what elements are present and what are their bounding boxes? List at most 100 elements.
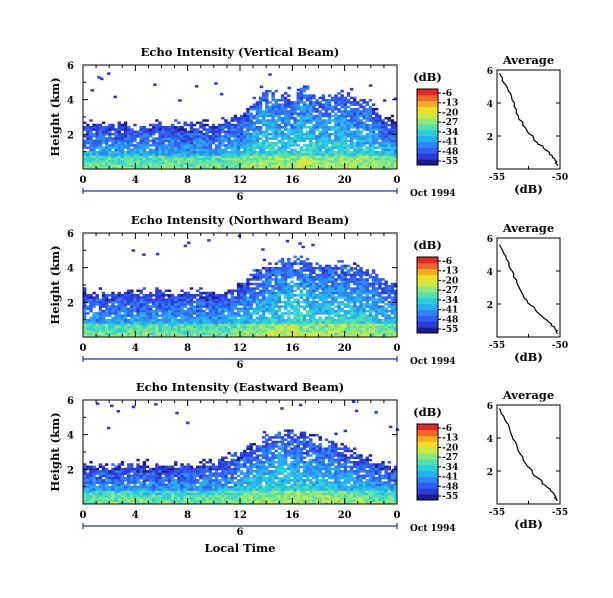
- x-tick-label: 16: [285, 510, 299, 521]
- profile-x-tick-label: -55: [489, 173, 505, 183]
- colorbar-swatch: [417, 303, 438, 311]
- colorbar-swatch: [417, 274, 438, 281]
- profile-x-label: (dB): [514, 517, 543, 531]
- y-axis-label: Height (km): [48, 412, 62, 491]
- colorbar-tick-label: -41: [442, 138, 458, 148]
- x-tick-label: 16: [285, 343, 299, 354]
- panel-title: Echo Intensity (Vertical Beam): [141, 45, 340, 59]
- panel-title: Echo Intensity (Northward Beam): [131, 213, 349, 227]
- colorbar-swatch: [417, 135, 438, 143]
- colorbar-swatch: [417, 429, 438, 437]
- colorbar-tick-label: -48: [442, 147, 458, 157]
- panel-2: Echo Intensity (Eastward Beam) Height (km…: [48, 380, 568, 555]
- colorbar-swatch: [417, 459, 438, 466]
- colorbar-tick-label: -13: [442, 267, 458, 277]
- profile-x-tick-label: -50: [552, 173, 568, 183]
- colorbar-swatch: [417, 315, 438, 322]
- day-label: 6: [237, 527, 244, 538]
- profile-line: [498, 244, 559, 335]
- y-tick-label: 6: [67, 396, 74, 407]
- colorbar-swatch: [417, 286, 438, 293]
- colorbar-swatch: [417, 257, 438, 264]
- colorbar-swatch: [417, 280, 438, 287]
- x-tick-label: 0: [80, 510, 87, 521]
- colorbar-swatch: [417, 100, 438, 107]
- x-tick-label: 12: [233, 343, 247, 354]
- profile-y-tick-label: 4: [487, 100, 493, 110]
- colorbar-swatch: [417, 327, 438, 334]
- colorbar-swatch: [417, 435, 438, 442]
- profile-line: [498, 73, 559, 166]
- colorbar-swatch: [417, 482, 438, 489]
- y-tick-label: 6: [67, 229, 74, 240]
- colorbar-tick-label: -48: [442, 482, 458, 492]
- colorbar-unit: (dB): [413, 238, 442, 252]
- colorbar-tick-label: -55: [442, 325, 458, 335]
- profile-x-tick-label: -55: [489, 341, 505, 351]
- x-tick-label: 0: [394, 343, 401, 354]
- colorbar-tick-label: -20: [442, 443, 458, 453]
- colorbar-frame: [416, 423, 439, 501]
- day-label: 6: [237, 192, 244, 203]
- colorbar-swatch: [417, 441, 438, 448]
- y-tick-label: 2: [67, 130, 74, 141]
- colorbar-swatch: [417, 112, 438, 119]
- x-tick-label: 4: [132, 175, 139, 186]
- colorbar-tick-label: -20: [442, 276, 458, 286]
- x-tick-label: 12: [233, 175, 247, 186]
- profile-title: Average: [502, 53, 554, 67]
- x-tick-label: 12: [233, 510, 247, 521]
- panel-1: Echo Intensity (Northward Beam) Height (k…: [48, 213, 568, 371]
- colorbar-tick-label: -27: [442, 453, 458, 463]
- colorbar-tick-label: -6: [442, 424, 452, 434]
- x-tick-label: 0: [394, 510, 401, 521]
- x-axis-label: Local Time: [205, 541, 276, 555]
- colorbar-swatch: [417, 297, 438, 305]
- colorbar-tick-label: -34: [442, 463, 458, 473]
- colorbar-tick-label: -55: [442, 157, 458, 167]
- colorbar-swatch: [417, 268, 438, 275]
- x-tick-label: 8: [184, 510, 191, 521]
- y-tick-label: 4: [67, 431, 74, 442]
- colorbar-frame: [416, 88, 439, 166]
- profile-x-tick-label: -50: [552, 341, 568, 351]
- colorbar-tick-label: -6: [442, 257, 452, 267]
- profile-y-tick-label: 2: [487, 301, 493, 311]
- profile-title: Average: [502, 388, 554, 402]
- colorbar-swatch: [417, 124, 438, 131]
- colorbar-unit: (dB): [413, 70, 442, 84]
- colorbar-tick-label: -13: [442, 99, 458, 109]
- colorbar-swatch: [417, 488, 438, 495]
- colorbar-swatch: [417, 476, 438, 483]
- colorbar-swatch: [417, 159, 438, 166]
- profile-x-label: (dB): [514, 350, 543, 364]
- colorbar-tick-label: -55: [442, 492, 458, 502]
- colorbar-swatch: [417, 94, 438, 102]
- x-tick-label: 0: [80, 343, 87, 354]
- x-tick-label: 0: [394, 175, 401, 186]
- panel-0: Echo Intensity (Vertical Beam) Height (km…: [48, 45, 568, 203]
- profile-y-tick-label: 4: [487, 268, 493, 278]
- colorbar-tick-label: -41: [442, 473, 458, 483]
- colorbar-swatch: [417, 89, 438, 96]
- colorbar-swatch: [417, 292, 438, 299]
- profile-x-tick-label: -55: [489, 508, 505, 518]
- x-tick-label: 20: [338, 510, 352, 521]
- colorbar-swatch: [417, 153, 438, 160]
- y-tick-label: 2: [67, 298, 74, 309]
- profile-line: [498, 408, 558, 502]
- colorbar-tick-label: -34: [442, 128, 458, 138]
- date-label: Oct 1994: [410, 524, 456, 534]
- colorbar-swatch: [417, 494, 438, 501]
- colorbar-swatch: [417, 262, 438, 270]
- colorbar-tick-label: -13: [442, 434, 458, 444]
- profile-x-tick-label: -55: [552, 508, 568, 518]
- heatmap-cells: [83, 72, 398, 170]
- profile-y-tick-label: 2: [487, 133, 493, 143]
- colorbar-swatch: [417, 118, 438, 125]
- colorbar-tick-label: -6: [442, 89, 452, 99]
- colorbar-tick-label: -27: [442, 286, 458, 296]
- panel-title: Echo Intensity (Eastward Beam): [136, 380, 344, 394]
- colorbar-tick-label: -48: [442, 315, 458, 325]
